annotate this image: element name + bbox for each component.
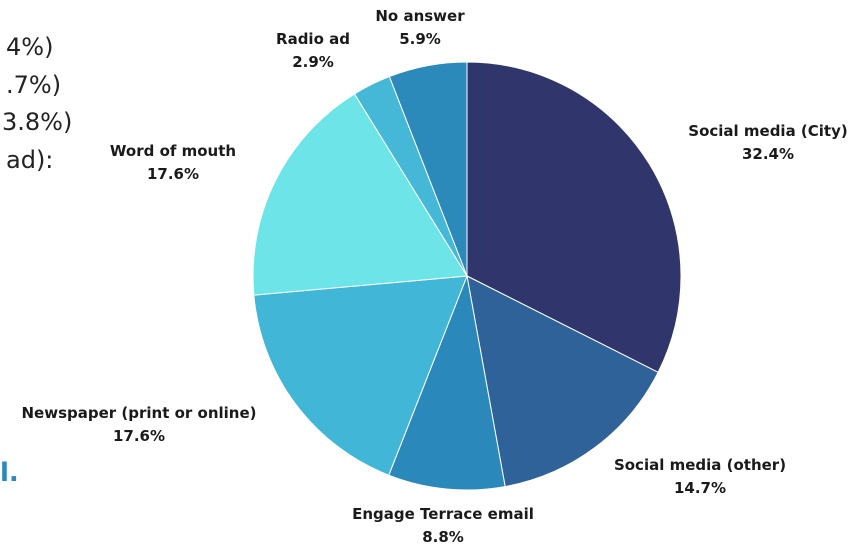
slice-value-label-6: 2.9% [292,53,334,71]
slice-value-label-2: 14.7% [674,479,726,497]
slice-value-label-4: 17.6% [113,427,165,445]
slice-label-6: Radio ad [276,30,350,48]
side-text-line-1: 4%) [6,33,54,61]
slice-label-5: Word of mouth [110,142,236,160]
slice-value-label-1: 32.4% [742,145,794,163]
pie-slice-4 [253,275,468,476]
side-text-trailing: l. [0,458,19,488]
slice-label-3: Engage Terrace email [352,505,534,523]
pie-slice-5 [252,93,468,296]
slice-label-4: Newspaper (print or online) [21,404,256,422]
side-text-line-3: 3.8%) [2,108,73,136]
side-text-line-2: .7%) [6,71,62,99]
slice-label-7: No answer [375,7,465,25]
slice-label-1: Social media (City) [688,122,847,140]
side-text-line-4: ad): [6,146,54,174]
pie-slice-2 [466,275,659,488]
pie-labels: Social media (City) 32.4% Social media (ot… [21,7,847,546]
pie-slice-3 [388,274,506,491]
slice-value-label-5: 17.6% [147,165,199,183]
pie-slice-1 [466,61,682,374]
slice-label-2: Social media (other) [614,456,786,474]
pie-slice-7 [388,61,468,277]
pie-slices [252,61,682,491]
slice-value-label-3: 8.8% [422,528,464,546]
slice-value-label-7: 5.9% [399,30,441,48]
